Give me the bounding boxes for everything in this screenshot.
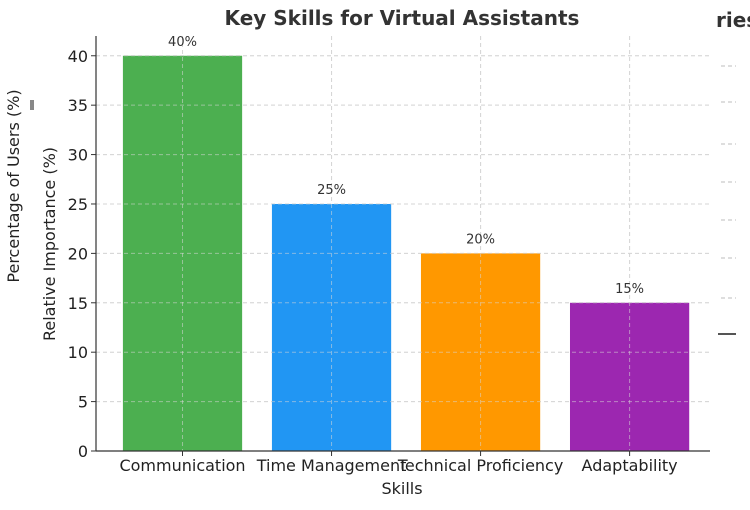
- y-tick-label: 20: [68, 244, 88, 263]
- bar-data-label: 40%: [168, 35, 197, 50]
- y-tick-label: 35: [68, 96, 88, 115]
- overlay-title-fragment: ries: [716, 8, 750, 32]
- x-tick-label: Communication: [119, 456, 245, 475]
- x-axis-label: Skills: [381, 479, 422, 498]
- bar-data-label: 15%: [615, 282, 644, 297]
- data-labels: 40% 25% 20% 15%: [168, 35, 644, 297]
- y-tick-label: 10: [68, 343, 88, 362]
- bar-data-label: 20%: [466, 232, 495, 247]
- bar: [569, 302, 690, 451]
- overlay-artifact: [30, 100, 34, 110]
- y-tick-label: 0: [78, 442, 88, 461]
- y-tick-label: 30: [68, 146, 88, 165]
- bars: [96, 36, 710, 452]
- x-tick-label: Adaptability: [582, 456, 678, 475]
- y-tick-label: 5: [78, 393, 88, 412]
- y-axis-label: Relative Importance (%): [40, 147, 59, 341]
- overlay-right-ticks: [30, 65, 736, 335]
- x-tick-label: Time Management: [256, 456, 407, 475]
- overlay-y-axis-label: Percentage of Users (%): [4, 89, 23, 282]
- x-tick-label: Technical Proficiency: [397, 456, 564, 475]
- y-tick-label: 25: [68, 195, 88, 214]
- y-tick-label: 15: [68, 294, 88, 313]
- y-tick-label: 40: [68, 47, 88, 66]
- chart-title: Key Skills for Virtual Assistants: [225, 6, 580, 30]
- y-ticks: 0 5 10 15 20 25 30 35 40: [68, 47, 96, 461]
- bar-data-label: 25%: [317, 183, 346, 198]
